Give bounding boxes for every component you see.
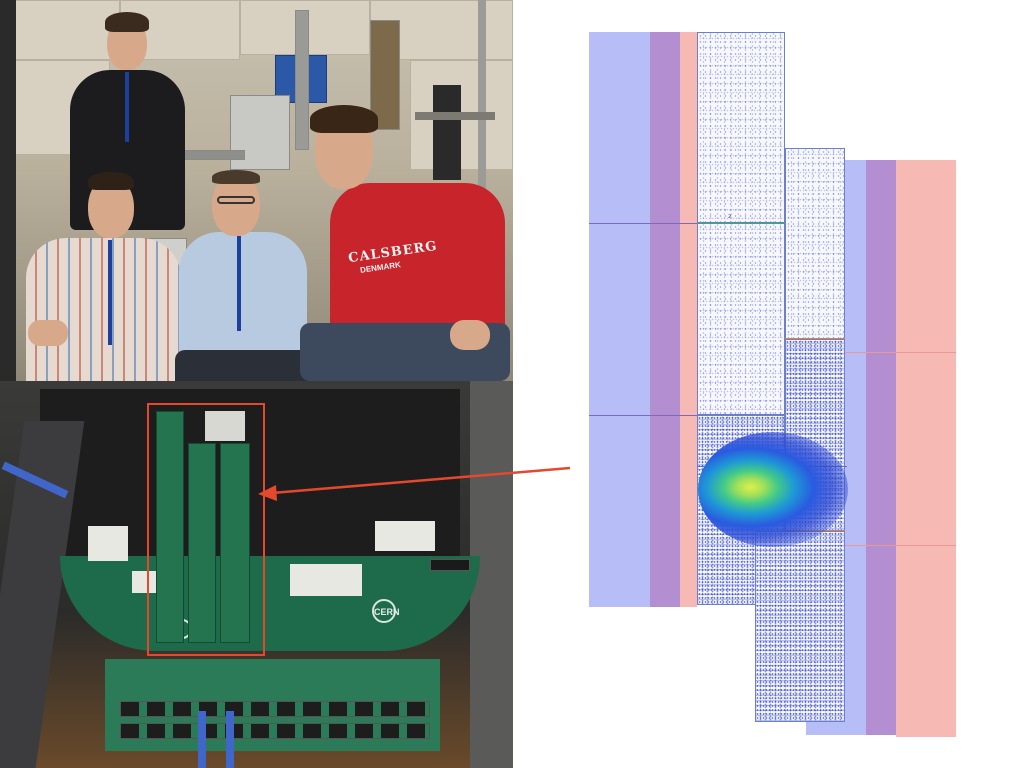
chip-edge <box>697 414 785 415</box>
sensor-chip <box>697 32 785 223</box>
band-pink-right <box>896 160 956 737</box>
chip-edge <box>697 222 785 223</box>
sensor-chip <box>755 531 845 722</box>
chip-edge <box>785 530 845 531</box>
lanyard <box>108 240 112 345</box>
cern-logo-text: CERN <box>374 607 400 617</box>
team-photo: CALSBERG DENMARK <box>0 0 513 381</box>
dark-pipe <box>433 85 461 180</box>
hair <box>310 105 378 133</box>
glasses <box>217 196 255 204</box>
band-blue-right <box>806 160 866 735</box>
band-divider <box>806 545 956 546</box>
sensor-strip-1 <box>156 411 184 643</box>
chip-edge <box>785 338 845 339</box>
sensor-chip <box>785 339 845 531</box>
pcb-label <box>375 521 435 551</box>
highlight-box <box>147 403 265 656</box>
sensor-chip <box>697 415 785 605</box>
connector-row-bottom <box>120 723 430 739</box>
sensor-strip-2 <box>188 443 216 643</box>
cern-logo-icon <box>372 599 396 623</box>
hair <box>88 172 134 190</box>
band-divider <box>589 223 697 224</box>
connector-row-top <box>120 701 430 717</box>
hands <box>450 320 490 350</box>
plaid-shirt <box>26 238 181 381</box>
sensor-strip-3 <box>220 443 250 643</box>
cable <box>226 711 234 768</box>
hands <box>28 320 68 346</box>
lanyard <box>125 72 129 142</box>
support-pillar <box>0 0 16 381</box>
shelf <box>415 112 495 120</box>
band-divider <box>589 415 697 416</box>
person-red-shirt: CALSBERG DENMARK <box>300 105 513 381</box>
pcb-label <box>290 564 362 596</box>
flex-cable <box>205 411 245 441</box>
readout-pcb <box>60 556 480 651</box>
sensor-chip <box>697 223 785 415</box>
trousers <box>175 350 310 381</box>
band-purple-left <box>650 32 680 607</box>
person-plaid-shirt <box>18 170 188 381</box>
sensor-chip <box>785 148 845 339</box>
cable <box>198 711 206 768</box>
wall-block <box>0 0 120 60</box>
person-blue-shirt <box>175 170 310 381</box>
beam-spot <box>698 432 848 547</box>
band-blue-left <box>589 32 650 607</box>
instrument-mast <box>295 10 309 150</box>
band-purple-right <box>866 160 896 735</box>
motor-stage <box>370 20 400 130</box>
pcb-connector <box>430 559 470 571</box>
hair <box>105 12 149 32</box>
chip-edge <box>697 466 847 467</box>
hair <box>212 170 260 184</box>
band-divider <box>806 352 956 353</box>
pcb-label <box>88 526 128 561</box>
band-pink-left <box>680 32 697 607</box>
chip-number: 2 <box>728 214 732 220</box>
lanyard <box>237 236 241 331</box>
detector-board-photo: CERN <box>0 381 513 768</box>
